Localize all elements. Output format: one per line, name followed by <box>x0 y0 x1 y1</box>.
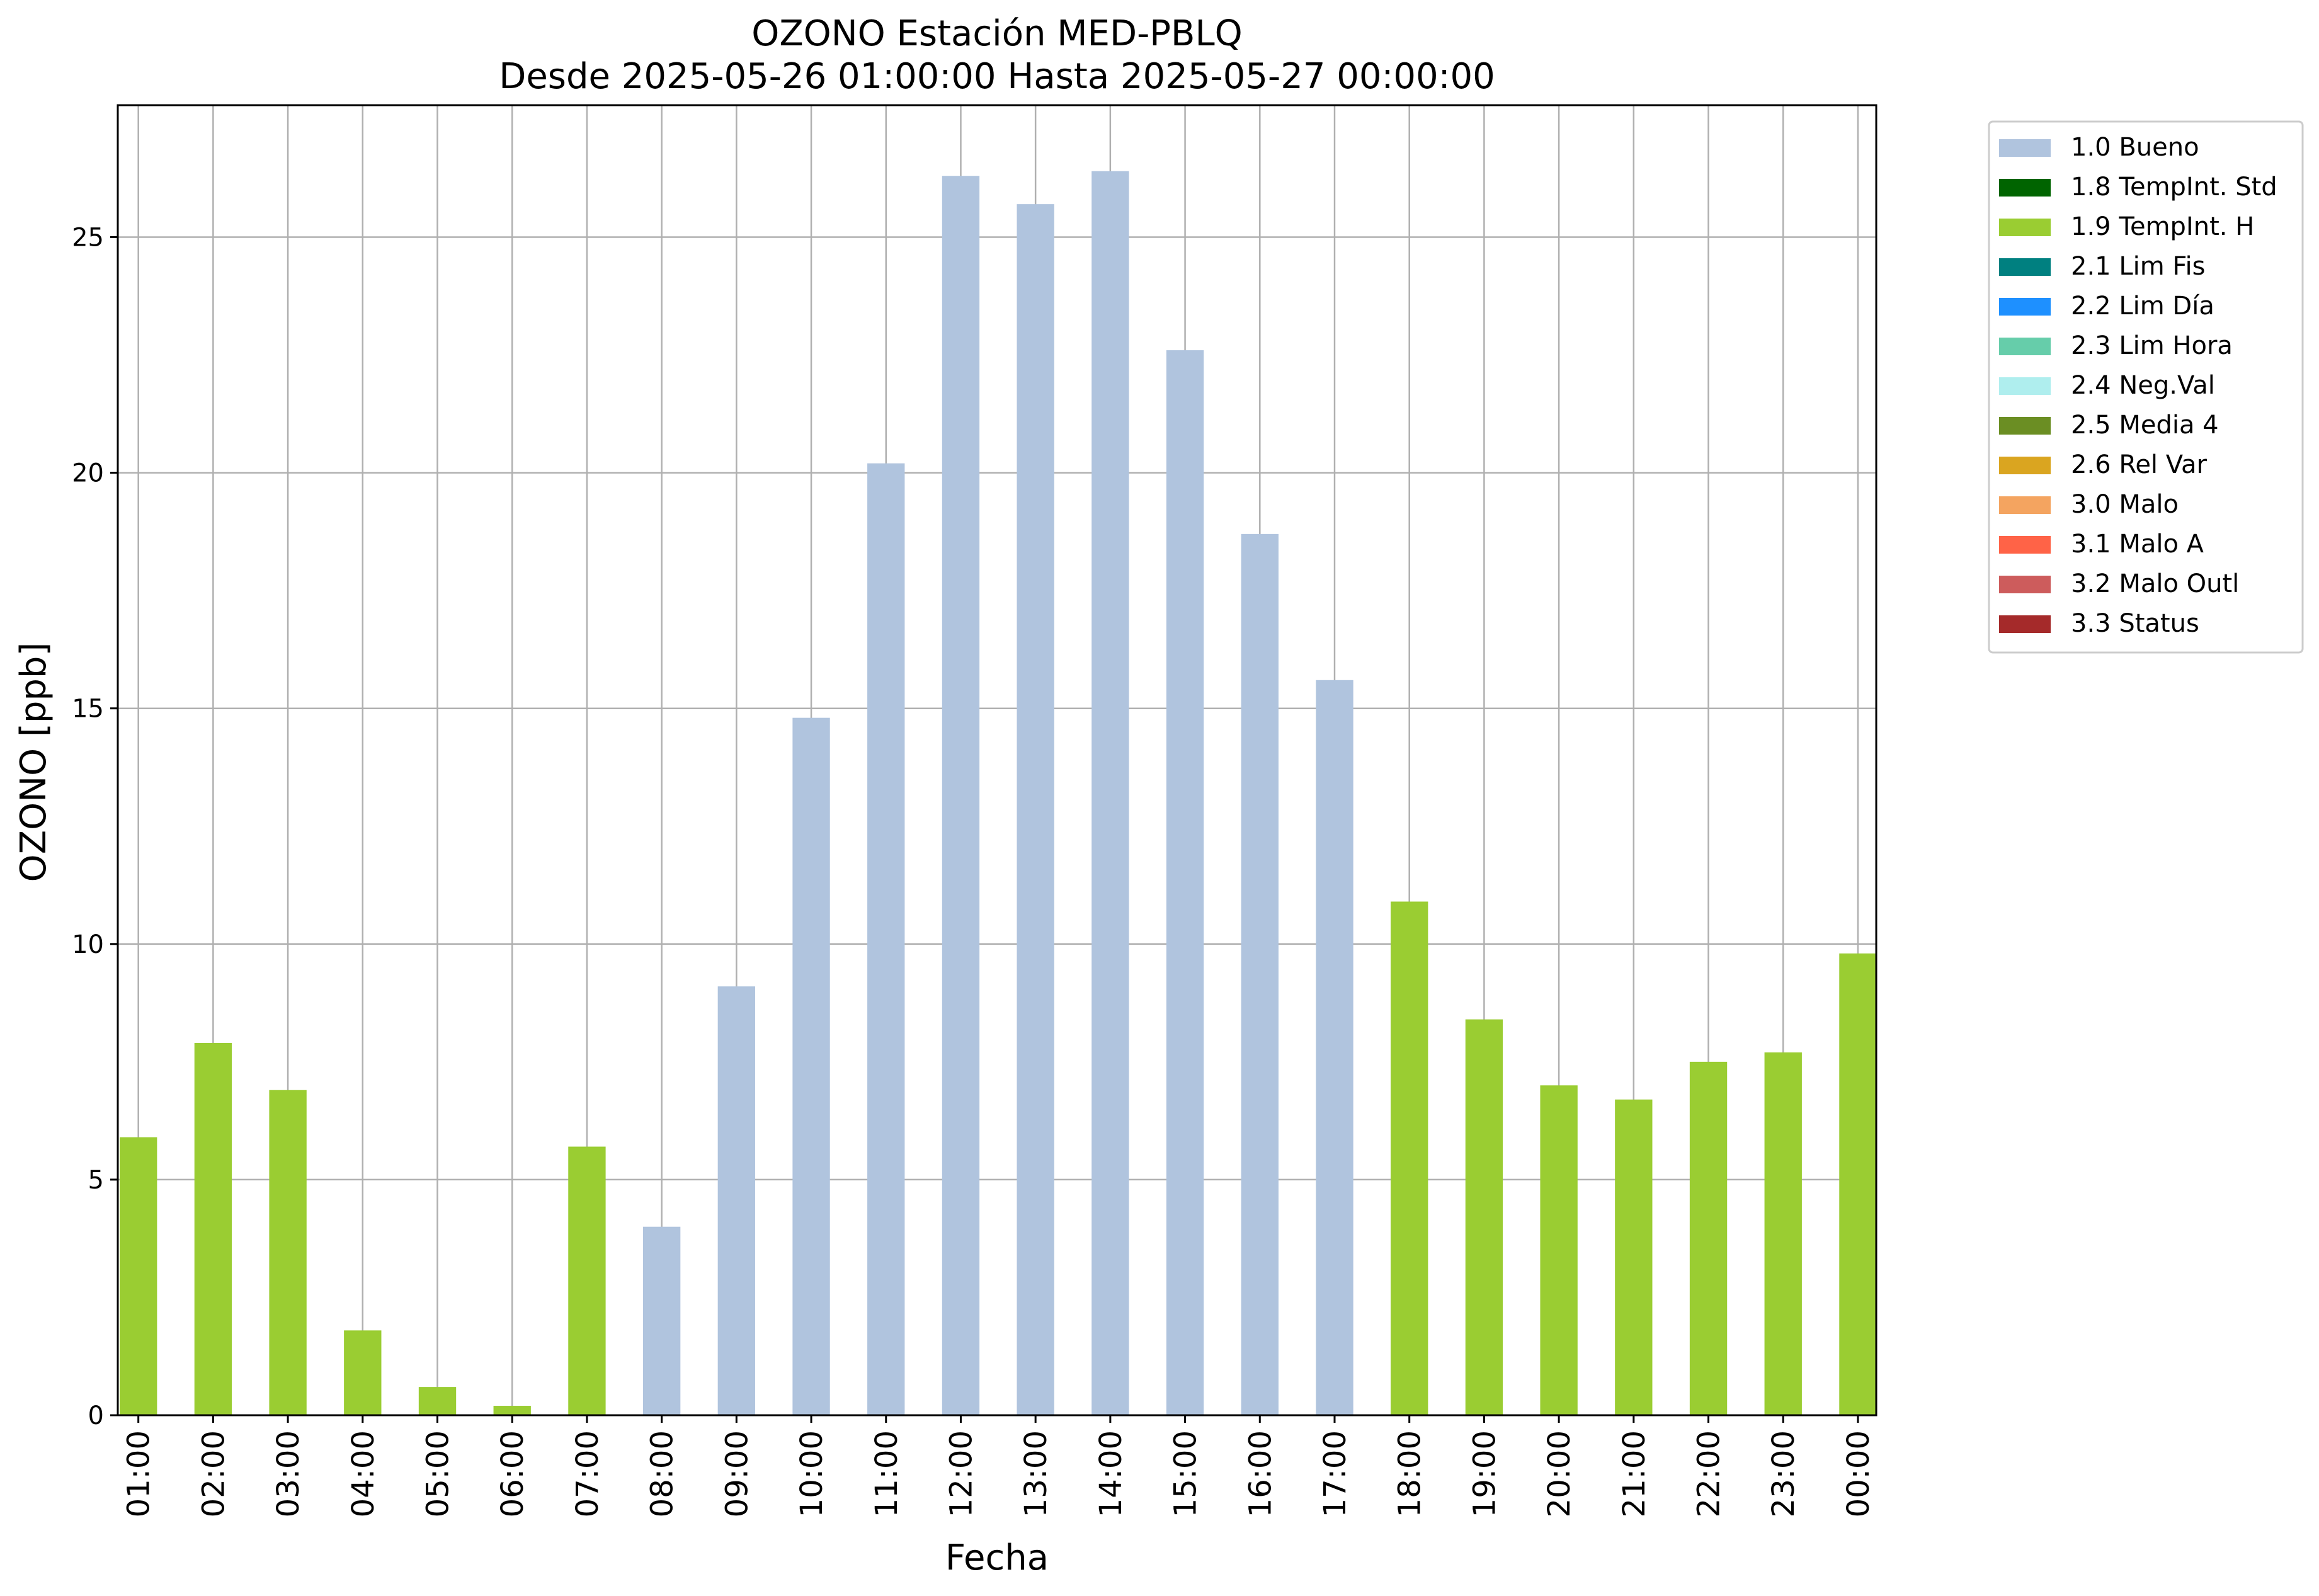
x-tick-label: 08:00 <box>645 1430 680 1517</box>
legend-swatch <box>1999 219 2051 236</box>
x-tick-label: 07:00 <box>570 1430 605 1517</box>
x-tick-label: 05:00 <box>421 1430 456 1517</box>
y-axis-label: OZONO [ppb] <box>13 642 54 882</box>
y-tick-label: 25 <box>72 223 104 252</box>
x-tick-label: 12:00 <box>943 1430 979 1517</box>
legend-swatch <box>1999 139 2051 157</box>
bar-1200 <box>942 176 980 1415</box>
plot-frame <box>117 104 1877 1416</box>
legend-swatch <box>1999 417 2051 435</box>
chart-subtitle: Desde 2025-05-26 01:00:00 Hasta 2025-05-… <box>499 56 1495 97</box>
legend-label: 3.0 Malo <box>2071 490 2179 519</box>
bar-2100 <box>1615 1099 1653 1415</box>
legend-label: 2.1 Lim Fis <box>2071 252 2205 281</box>
legend-swatch <box>1999 615 2051 633</box>
legend-label: 2.4 Neg.Val <box>2071 371 2215 400</box>
bar-2300 <box>1764 1052 1802 1415</box>
bar-1400 <box>1091 171 1129 1416</box>
legend-swatch <box>1999 338 2051 355</box>
legend-label: 2.3 Lim Hora <box>2071 331 2233 360</box>
legend-label: 3.2 Malo Outl <box>2071 569 2239 598</box>
bar-0000 <box>1839 953 1877 1415</box>
legend-label: 3.1 Malo A <box>2071 530 2204 559</box>
x-tick-label: 09:00 <box>719 1430 755 1517</box>
legend-label: 3.3 Status <box>2071 609 2199 638</box>
x-tick-label: 02:00 <box>196 1430 231 1517</box>
chart-title: OZONO Estación MED-PBLQ <box>751 13 1243 54</box>
y-tick-label: 0 <box>88 1401 104 1430</box>
bar-0600 <box>493 1406 531 1415</box>
legend-label: 1.9 TempInt. H <box>2071 212 2254 241</box>
bar-1700 <box>1316 680 1353 1415</box>
x-axis-label: Fecha <box>945 1537 1049 1578</box>
y-tick-label: 10 <box>72 930 104 959</box>
x-axis-ticks: 01:00 02:00 03:00 04:00 05:00 06:00 07:00 08:00… <box>122 1415 1876 1517</box>
bar-0400 <box>344 1330 382 1415</box>
legend-swatch <box>1999 536 2051 554</box>
legend-swatch <box>1999 457 2051 474</box>
x-tick-label: 18:00 <box>1393 1430 1428 1517</box>
bar-1500 <box>1166 350 1204 1416</box>
x-tick-label: 00:00 <box>1841 1430 1876 1517</box>
y-tick-label: 20 <box>72 459 104 488</box>
legend-box <box>1988 120 2304 654</box>
legend-swatch <box>1999 576 2051 593</box>
x-tick-label: 03:00 <box>271 1430 306 1517</box>
x-tick-label: 21:00 <box>1617 1430 1652 1517</box>
legend-label: 1.0 Bueno <box>2071 133 2199 162</box>
legend-label: 1.8 TempInt. Std <box>2071 173 2277 202</box>
legend-swatch <box>1999 258 2051 276</box>
y-axis-ticks: 0 5 10 15 20 25 <box>72 223 118 1430</box>
bar-2000 <box>1540 1085 1578 1415</box>
x-tick-label: 22:00 <box>1692 1430 1727 1517</box>
x-tick-label: 17:00 <box>1318 1430 1353 1517</box>
x-tick-label: 01:00 <box>122 1430 157 1517</box>
x-tick-label: 06:00 <box>495 1430 530 1517</box>
x-tick-label: 19:00 <box>1467 1430 1502 1517</box>
x-tick-label: 15:00 <box>1168 1430 1204 1517</box>
x-tick-label: 10:00 <box>794 1430 829 1517</box>
x-tick-label: 16:00 <box>1243 1430 1278 1517</box>
legend-swatch <box>1999 496 2051 514</box>
bar-0700 <box>568 1146 606 1415</box>
bar-0300 <box>269 1090 307 1415</box>
bar-1000 <box>792 717 830 1415</box>
x-tick-label: 20:00 <box>1542 1430 1577 1517</box>
legend-label: 2.5 Media 4 <box>2071 411 2219 440</box>
bar-1300 <box>1017 204 1054 1415</box>
bar-0800 <box>642 1226 681 1415</box>
legend-swatch <box>1999 298 2051 316</box>
legend-swatch <box>1999 179 2051 197</box>
bars <box>120 171 1877 1416</box>
bar-0900 <box>717 986 756 1415</box>
bar-0200 <box>194 1042 232 1415</box>
legend-label: 2.2 Lim Día <box>2071 292 2214 321</box>
legend-swatch <box>1999 377 2051 395</box>
bar-1600 <box>1241 533 1279 1415</box>
x-tick-label: 04:00 <box>346 1430 381 1517</box>
x-tick-label: 13:00 <box>1018 1430 1054 1517</box>
x-tick-label: 23:00 <box>1766 1430 1801 1517</box>
bar-0500 <box>418 1387 457 1415</box>
legend-label: 2.6 Rel Var <box>2071 450 2208 479</box>
bar-1100 <box>867 463 905 1416</box>
bar-0100 <box>120 1137 157 1415</box>
legend: 1.0 Bueno 1.8 TempInt. Std 1.9 TempInt. H 2… <box>1988 120 2304 654</box>
bar-1900 <box>1465 1019 1503 1415</box>
bar-1800 <box>1391 901 1428 1415</box>
x-tick-label: 11:00 <box>869 1430 904 1517</box>
x-tick-label: 14:00 <box>1093 1430 1129 1517</box>
y-tick-label: 5 <box>88 1166 104 1195</box>
y-tick-label: 15 <box>72 695 104 724</box>
bar-2200 <box>1689 1061 1728 1415</box>
